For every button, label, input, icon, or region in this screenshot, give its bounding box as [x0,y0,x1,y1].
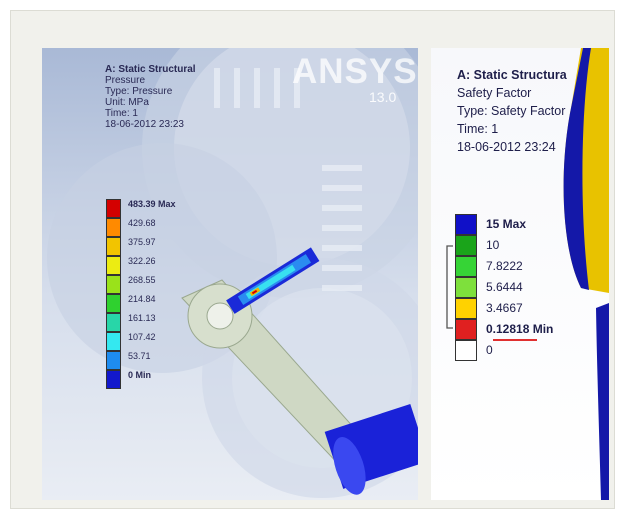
safety-factor-viewport[interactable]: A: Static Structura Safety Factor Type: … [431,48,609,500]
legend-label: 10 [486,238,500,252]
legend-swatch [455,214,477,235]
version-label: 13.0 [369,89,397,105]
safety-factor-color-legend[interactable]: 15 Max 10 7.8222 5.6444 3.4667 0.12818 Min 0 [455,214,566,371]
legend-swatch [455,256,477,277]
safety-model-view [563,48,609,500]
legend-swatch [106,218,121,237]
result-time: Time: 1 [457,122,499,136]
legend-label: 483.39 Max [128,199,176,209]
analysis-title: A: Static Structura [457,68,567,82]
legend-label: 322.26 [128,256,156,266]
result-info-block: A: Static Structura Safety Factor Type: … [457,66,567,156]
legend-label: 0 Min [128,370,152,380]
legend-label: 0.12818 Min [486,322,554,336]
legend-swatch [106,351,121,370]
legend-label: 15 Max [486,217,527,231]
legend-swatch [455,319,477,340]
legend-label: 5.6444 [486,280,523,294]
result-name: Pressure [105,75,146,86]
legend-swatch [455,277,477,298]
legend-label: 214.84 [128,294,156,304]
legend-swatch [106,294,121,313]
legend-label: 0 [486,343,493,357]
result-time: Time: 1 [105,108,138,119]
legend-swatch [455,298,477,319]
gear-model-view [47,48,418,498]
pressure-result-viewport[interactable]: ANSYS 13.0 A: Static Structural Pressure… [42,48,418,500]
legend-swatch [106,370,121,389]
legend-label: 161.13 [128,313,156,323]
legend-swatch [455,235,477,256]
legend-label: 107.42 [128,332,156,342]
legend-swatch [106,275,121,294]
legend-label: 53.71 [128,351,151,361]
legend-label: 429.68 [128,218,156,228]
legend-label: 268.55 [128,275,156,285]
legend-swatch [106,332,121,351]
result-timestamp: 18-06-2012 23:23 [105,119,184,130]
pressure-color-legend[interactable]: 483.39 Max 429.68 375.97 322.26 268.55 214.84… [106,199,208,399]
analysis-title: A: Static Structural [105,64,196,75]
result-timestamp: 18-06-2012 23:24 [457,140,556,154]
legend-label: 375.97 [128,237,156,247]
result-name: Safety Factor [457,86,532,100]
legend-swatch [106,199,121,218]
legend-swatch [455,340,477,361]
result-type: Type: Safety Factor [457,104,566,118]
legend-label: 7.8222 [486,259,523,273]
legend-label: 3.4667 [486,301,523,315]
ansys-logo: ANSYS [292,52,418,91]
result-unit: Unit: MPa [105,97,149,108]
result-info-block: A: Static Structural Pressure Type: Pres… [105,64,196,130]
result-type: Type: Pressure [105,86,173,97]
legend-swatch [106,256,121,275]
legend-swatch [106,237,121,256]
legend-swatch [106,313,121,332]
